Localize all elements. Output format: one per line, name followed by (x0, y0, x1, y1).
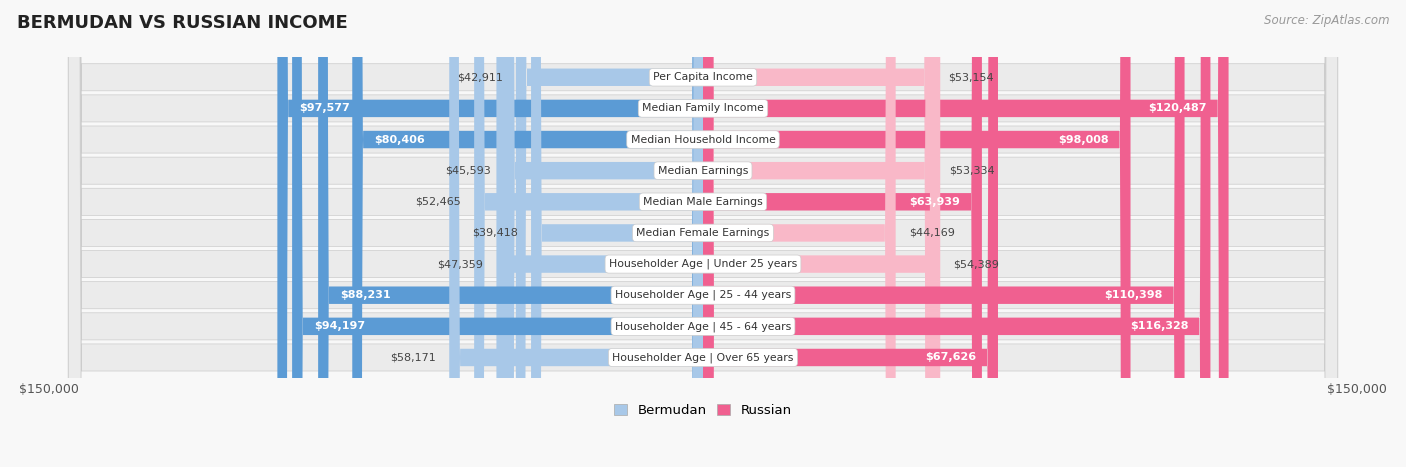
FancyBboxPatch shape (531, 0, 703, 467)
FancyBboxPatch shape (69, 0, 1337, 467)
FancyBboxPatch shape (353, 0, 703, 467)
Text: Householder Age | Under 25 years: Householder Age | Under 25 years (609, 259, 797, 269)
Text: $45,593: $45,593 (446, 166, 491, 176)
Text: Median Male Earnings: Median Male Earnings (643, 197, 763, 207)
Text: $39,418: $39,418 (472, 228, 517, 238)
Text: $44,169: $44,169 (908, 228, 955, 238)
FancyBboxPatch shape (318, 0, 703, 467)
Text: $88,231: $88,231 (340, 290, 391, 300)
Text: $120,487: $120,487 (1149, 103, 1206, 113)
Text: Householder Age | 25 - 44 years: Householder Age | 25 - 44 years (614, 290, 792, 300)
Text: Median Household Income: Median Household Income (630, 134, 776, 144)
FancyBboxPatch shape (703, 0, 896, 467)
Text: Source: ZipAtlas.com: Source: ZipAtlas.com (1264, 14, 1389, 27)
FancyBboxPatch shape (69, 0, 1337, 467)
Text: Householder Age | Over 65 years: Householder Age | Over 65 years (612, 352, 794, 363)
Text: Median Female Earnings: Median Female Earnings (637, 228, 769, 238)
Text: $116,328: $116,328 (1130, 321, 1188, 332)
Text: $53,334: $53,334 (949, 166, 994, 176)
Text: $42,911: $42,911 (457, 72, 503, 82)
FancyBboxPatch shape (69, 0, 1337, 467)
FancyBboxPatch shape (292, 0, 703, 467)
FancyBboxPatch shape (450, 0, 703, 467)
Text: Householder Age | 45 - 64 years: Householder Age | 45 - 64 years (614, 321, 792, 332)
Text: $63,939: $63,939 (910, 197, 960, 207)
Text: Per Capita Income: Per Capita Income (652, 72, 754, 82)
Text: Median Family Income: Median Family Income (643, 103, 763, 113)
FancyBboxPatch shape (69, 0, 1337, 467)
FancyBboxPatch shape (703, 0, 935, 467)
Text: $97,577: $97,577 (299, 103, 350, 113)
Text: $110,398: $110,398 (1104, 290, 1163, 300)
FancyBboxPatch shape (496, 0, 703, 467)
FancyBboxPatch shape (69, 0, 1337, 467)
Text: $67,626: $67,626 (925, 353, 976, 362)
FancyBboxPatch shape (703, 0, 941, 467)
Text: $94,197: $94,197 (314, 321, 366, 332)
Text: $52,465: $52,465 (415, 197, 461, 207)
Text: $98,008: $98,008 (1059, 134, 1109, 144)
Text: $53,154: $53,154 (948, 72, 994, 82)
FancyBboxPatch shape (277, 0, 703, 467)
Text: $54,389: $54,389 (953, 259, 1000, 269)
Text: BERMUDAN VS RUSSIAN INCOME: BERMUDAN VS RUSSIAN INCOME (17, 14, 347, 32)
Text: $47,359: $47,359 (437, 259, 484, 269)
Legend: Bermudan, Russian: Bermudan, Russian (609, 399, 797, 423)
FancyBboxPatch shape (474, 0, 703, 467)
FancyBboxPatch shape (703, 0, 981, 467)
FancyBboxPatch shape (69, 0, 1337, 467)
FancyBboxPatch shape (69, 0, 1337, 467)
FancyBboxPatch shape (69, 0, 1337, 467)
FancyBboxPatch shape (703, 0, 1130, 467)
FancyBboxPatch shape (703, 0, 1185, 467)
FancyBboxPatch shape (69, 0, 1337, 467)
FancyBboxPatch shape (703, 0, 998, 467)
Text: $80,406: $80,406 (374, 134, 425, 144)
FancyBboxPatch shape (703, 0, 1211, 467)
FancyBboxPatch shape (69, 0, 1337, 467)
FancyBboxPatch shape (703, 0, 1229, 467)
Text: Median Earnings: Median Earnings (658, 166, 748, 176)
Text: $58,171: $58,171 (391, 353, 436, 362)
FancyBboxPatch shape (516, 0, 703, 467)
FancyBboxPatch shape (703, 0, 935, 467)
FancyBboxPatch shape (505, 0, 703, 467)
